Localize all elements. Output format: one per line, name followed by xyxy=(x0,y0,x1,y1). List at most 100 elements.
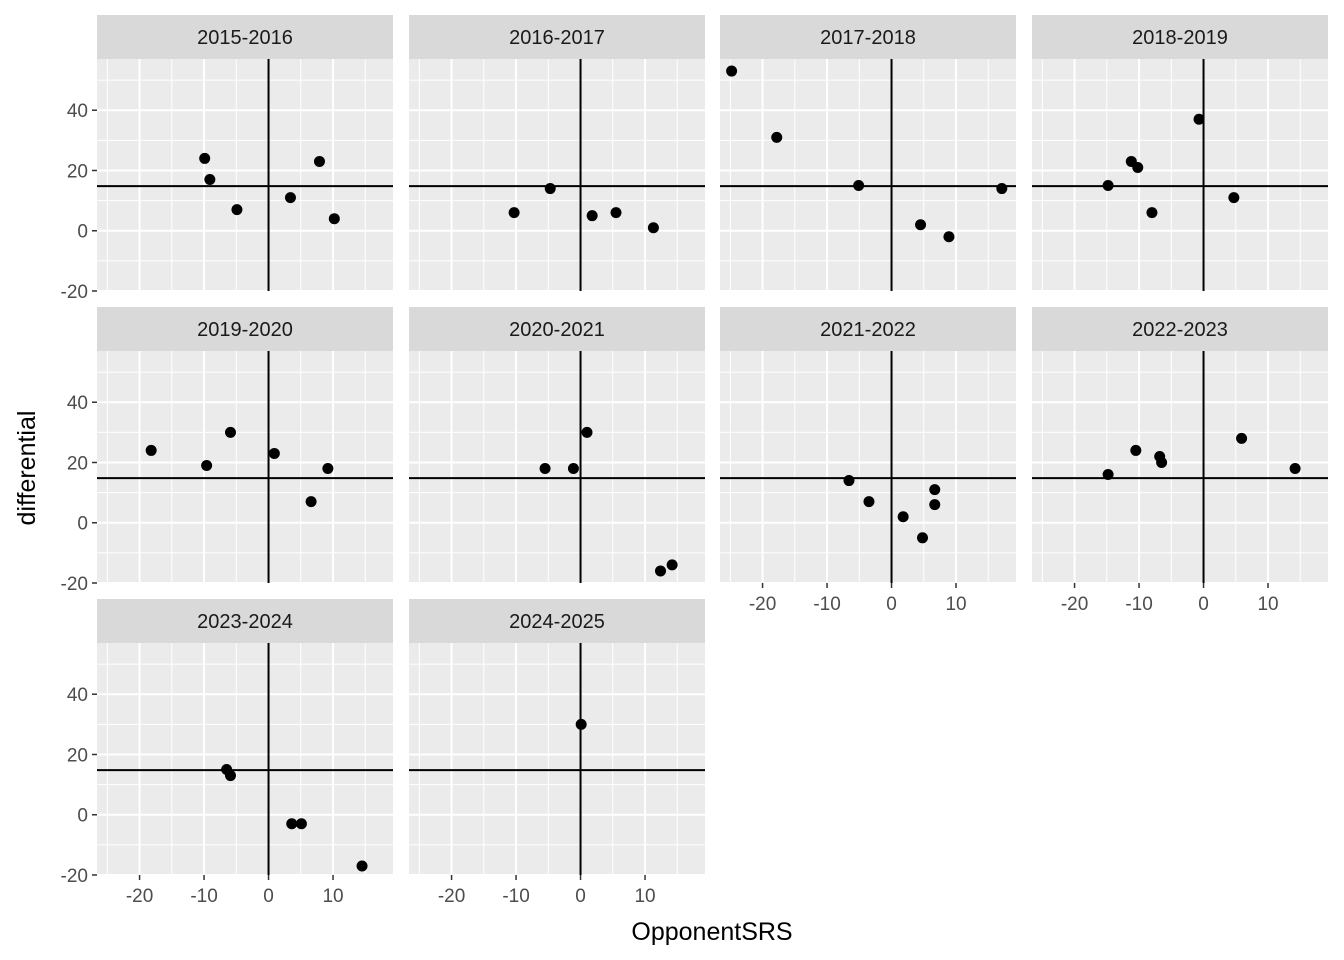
panel-background xyxy=(1032,351,1328,583)
facet-strip xyxy=(409,599,705,643)
facet-strip-label: 2022-2023 xyxy=(1132,319,1228,341)
facet-panel: 2019-2020 -20 0 20 40 xyxy=(61,307,393,595)
facet-strip xyxy=(409,15,705,59)
facet-strip xyxy=(720,15,1016,59)
facet-strip xyxy=(97,307,393,351)
facet-strip xyxy=(97,599,393,643)
data-point xyxy=(1102,469,1114,481)
data-point xyxy=(286,818,298,830)
data-point xyxy=(231,204,243,216)
data-point xyxy=(575,718,587,730)
x-tick-label: -10 xyxy=(502,886,529,907)
panel-background xyxy=(409,59,705,291)
data-point xyxy=(771,131,783,143)
data-point xyxy=(915,219,927,231)
x-tick-label: 0 xyxy=(263,886,274,907)
facet-panel: 2016-2017 xyxy=(409,15,705,292)
y-tick-label: -20 xyxy=(61,282,88,303)
y-tick-label: 0 xyxy=(77,222,88,243)
data-point xyxy=(295,818,307,830)
data-point xyxy=(1146,207,1158,219)
x-tick-label: -20 xyxy=(126,886,153,907)
data-point xyxy=(647,222,659,234)
panel-background xyxy=(720,351,1016,583)
x-tick-label: -20 xyxy=(749,594,776,615)
y-tick-label: 20 xyxy=(67,745,88,766)
facet-strip-label: 2015-2016 xyxy=(197,27,293,49)
data-point xyxy=(1236,432,1248,444)
data-point xyxy=(916,532,928,544)
data-point xyxy=(655,565,667,577)
y-tick-label: -20 xyxy=(61,574,88,595)
facet-strip-label: 2021-2022 xyxy=(820,319,916,341)
y-tick-label: 40 xyxy=(67,393,88,414)
y-tick-label: 20 xyxy=(67,161,88,182)
x-tick-label: 10 xyxy=(1257,594,1278,615)
data-point xyxy=(224,426,236,438)
data-point xyxy=(1156,456,1168,468)
data-point xyxy=(586,210,598,222)
facet-strip-label: 2020-2021 xyxy=(509,319,605,341)
y-axis-title: differential xyxy=(13,411,41,526)
data-point xyxy=(539,463,551,475)
y-tick-label: 0 xyxy=(77,514,88,535)
data-point xyxy=(328,213,340,225)
data-point xyxy=(929,484,941,496)
x-tick-label: 0 xyxy=(575,886,586,907)
data-point xyxy=(224,770,236,782)
facet-strip xyxy=(409,307,705,351)
data-point xyxy=(1130,444,1142,456)
data-point xyxy=(322,463,334,475)
data-point xyxy=(853,180,865,192)
data-point xyxy=(1289,463,1301,475)
facet-strip-label: 2018-2019 xyxy=(1132,27,1228,49)
data-point xyxy=(843,475,855,487)
x-tick-label: -20 xyxy=(438,886,465,907)
data-point xyxy=(204,174,216,186)
data-point xyxy=(567,463,579,475)
facet-strip-label: 2024-2025 xyxy=(509,611,605,633)
data-point xyxy=(305,496,317,508)
facet-panel: 2018-2019 xyxy=(1032,15,1328,292)
panel-background xyxy=(1032,59,1328,291)
data-point xyxy=(284,192,296,204)
facet-strip-label: 2019-2020 xyxy=(197,319,293,341)
x-tick-label: 0 xyxy=(1198,594,1209,615)
data-point xyxy=(610,207,622,219)
facet-panel: 2017-2018 xyxy=(720,15,1016,292)
x-tick-label: -10 xyxy=(190,886,217,907)
x-tick-label: 10 xyxy=(322,886,343,907)
data-point xyxy=(1228,192,1240,204)
panel-background xyxy=(409,643,705,875)
facet-strip xyxy=(720,307,1016,351)
facet-panel: 2021-2022 -20 -10 0 10 xyxy=(720,307,1016,615)
y-tick-label: 40 xyxy=(67,101,88,122)
y-tick-label: 20 xyxy=(67,453,88,474)
facet-panel: 2023-2024 -20 0 20 40 -20 -10 0 10 xyxy=(61,599,393,907)
y-tick-label: -20 xyxy=(61,866,88,887)
data-point xyxy=(943,231,955,243)
x-tick-label: -10 xyxy=(1125,594,1152,615)
x-tick-label: 10 xyxy=(945,594,966,615)
data-point xyxy=(581,426,593,438)
data-point xyxy=(1102,180,1114,192)
facets-layer: 2015-2016 -20 0 20 40 2016-2017 2017-2018 2018-… xyxy=(61,15,1328,907)
facet-panel: 2020-2021 xyxy=(409,307,705,584)
data-point xyxy=(863,496,875,508)
data-point xyxy=(666,559,678,571)
y-tick-label: 40 xyxy=(67,685,88,706)
panel-background xyxy=(720,59,1016,291)
data-point xyxy=(544,183,556,195)
data-point xyxy=(508,207,520,219)
panel-background xyxy=(97,643,393,875)
data-point xyxy=(145,444,157,456)
x-tick-label: 0 xyxy=(886,594,897,615)
facet-strip xyxy=(1032,15,1328,59)
data-point xyxy=(996,183,1008,195)
facet-strip xyxy=(97,15,393,59)
y-tick-label: 0 xyxy=(77,806,88,827)
facet-panel: 2024-2025 -20 -10 0 10 xyxy=(409,599,705,907)
facet-strip-label: 2023-2024 xyxy=(197,611,293,633)
data-point xyxy=(313,155,325,167)
